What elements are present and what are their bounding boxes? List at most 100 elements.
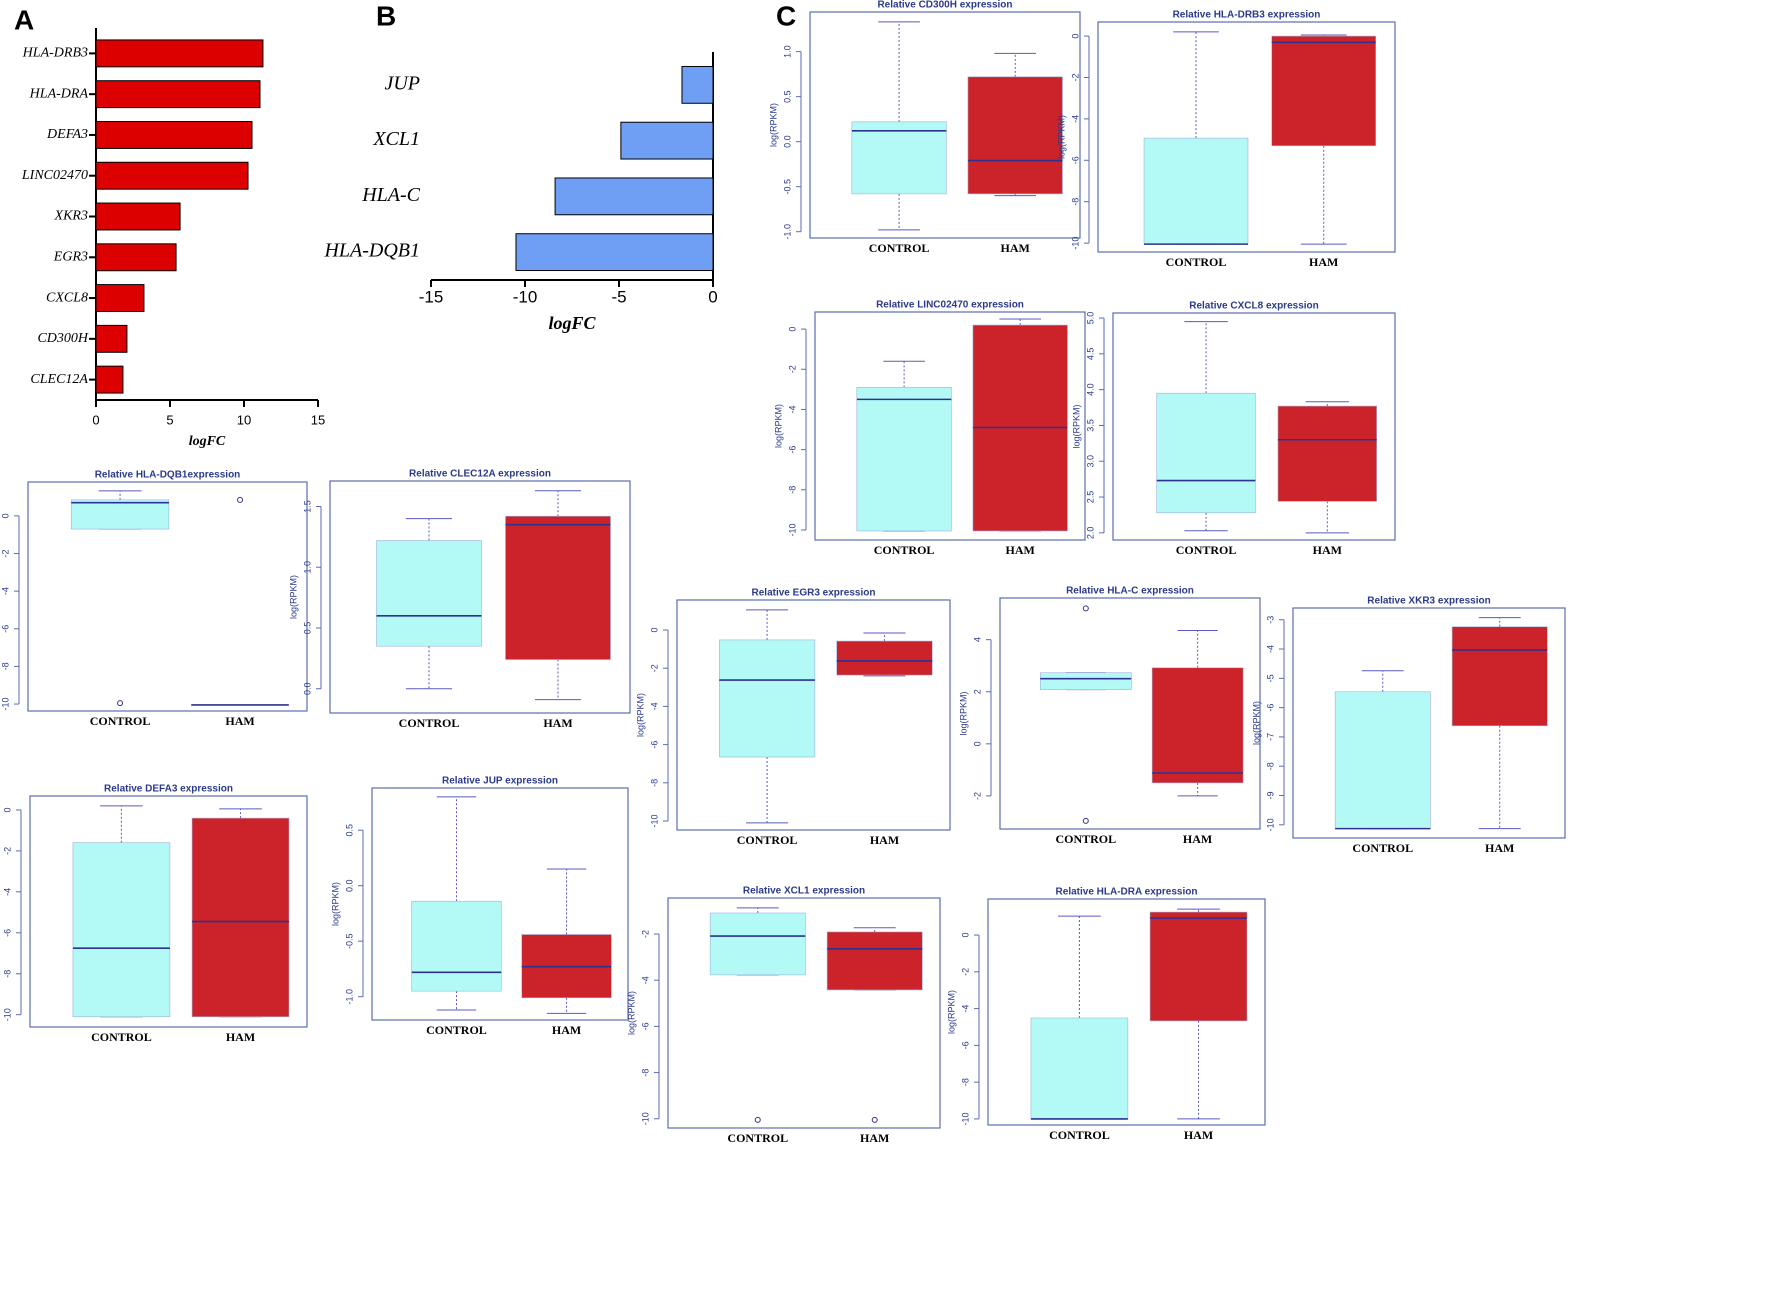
y-axis-label: log(RPKM): [330, 882, 340, 926]
box: [70, 499, 170, 530]
y-tick-label: -8: [2, 970, 12, 978]
bar: [95, 324, 128, 353]
box: [191, 817, 290, 1018]
x-tick-label: HAM: [860, 1131, 889, 1145]
y-tick-label: -4: [640, 976, 650, 984]
x-tick-label: CONTROL: [737, 833, 798, 847]
x-tick-label: 15: [311, 412, 325, 427]
y-axis-label: log(RPKM): [626, 991, 636, 1035]
chart-title: Relative CLEC12A expression: [409, 469, 551, 480]
chart-title: Relative EGR3 expression: [752, 588, 876, 599]
box: [1277, 405, 1377, 502]
y-tick-label: 0.5: [302, 622, 312, 635]
x-tick-label: HAM: [1001, 241, 1030, 255]
x-tick-label: CONTROL: [727, 1131, 788, 1145]
y-tick-label: CLEC12A: [30, 372, 88, 387]
x-tick-label: CONTROL: [90, 714, 151, 728]
y-tick-label: 4: [972, 637, 982, 642]
y-tick-label: 1.0: [782, 45, 792, 58]
box: [1151, 667, 1244, 784]
y-tick-label: HLA-C: [361, 184, 420, 206]
x-tick-label: CONTROL: [426, 1023, 487, 1037]
plot-frame: [1292, 607, 1566, 839]
y-tick-label: -4: [1265, 645, 1275, 653]
y-tick-label: 0.0: [782, 135, 792, 148]
y-tick-label: -6: [787, 446, 797, 454]
box: [1143, 137, 1249, 245]
plot-frame: [667, 897, 941, 1129]
chart-title: Relative LINC02470 expression: [876, 300, 1024, 311]
y-tick-label: 2: [972, 689, 982, 694]
box: [709, 912, 806, 976]
x-tick-label: CONTROL: [399, 716, 460, 730]
y-tick-label: 3.5: [1085, 419, 1095, 432]
box: [1156, 392, 1256, 514]
y-tick-label: -6: [1070, 156, 1080, 164]
chart-title: Relative CD300H expression: [877, 0, 1012, 11]
x-tick-label: CONTROL: [1166, 255, 1227, 269]
y-tick-label: -10: [1070, 237, 1080, 250]
y-tick-label: -2: [2, 847, 12, 855]
bar: [95, 120, 253, 149]
y-tick-label: 0.0: [302, 682, 312, 695]
plot-frame: [987, 898, 1266, 1126]
x-axis-label: logFC: [548, 313, 596, 333]
y-tick-label: -3: [1265, 616, 1275, 624]
y-axis-label: log(RPKM): [1251, 701, 1261, 745]
y-tick-label: 0: [960, 933, 970, 938]
y-axis-label: log(RPKM): [1071, 404, 1081, 448]
y-tick-label: LINC02470: [21, 168, 88, 183]
y-tick-label: -8: [787, 486, 797, 494]
x-tick-label: 10: [237, 412, 251, 427]
y-tick-label: 0: [649, 627, 659, 632]
x-tick-label: 5: [166, 412, 173, 427]
x-tick-label: CONTROL: [1049, 1128, 1110, 1142]
bar: [95, 284, 145, 313]
x-tick-label: HAM: [225, 714, 254, 728]
y-tick-label: -6: [0, 625, 10, 633]
y-tick-label: XCL1: [372, 128, 420, 150]
y-tick-label: -0.5: [344, 933, 354, 949]
x-tick-label: CONTROL: [1055, 832, 1116, 846]
chart-title: Relative HLA-DRB3 expression: [1173, 10, 1321, 21]
y-tick-label: 0: [2, 807, 12, 812]
y-tick-label: -6: [649, 741, 659, 749]
box: [1149, 911, 1248, 1022]
y-tick-label: -2: [972, 792, 982, 800]
y-tick-label: -2: [649, 664, 659, 672]
x-tick-label: 0: [708, 287, 717, 306]
chart-title: Relative JUP expression: [442, 776, 558, 787]
y-tick-label: -7: [1265, 733, 1275, 741]
y-tick-label: 2.5: [1085, 491, 1095, 504]
y-axis-label: log(RPKM): [773, 404, 783, 448]
outlier: [1082, 605, 1089, 612]
y-tick-label: 1.0: [302, 561, 312, 574]
bar: [95, 80, 261, 109]
bar: [95, 365, 124, 394]
x-tick-label: HAM: [1183, 832, 1212, 846]
plot-frame: [1112, 312, 1396, 541]
bar: [554, 177, 714, 216]
plot-frame: [676, 599, 951, 831]
y-tick-label: -10: [640, 1112, 650, 1125]
y-tick-label: 0.0: [344, 879, 354, 892]
y-tick-label: -1.0: [782, 224, 792, 240]
y-tick-label: CD300H: [37, 331, 88, 346]
x-tick-label: HAM: [226, 1030, 255, 1044]
chart-title: Relative HLA-C expression: [1066, 586, 1194, 597]
y-tick-label: -2: [640, 930, 650, 938]
x-tick-label: HAM: [1006, 543, 1035, 557]
x-tick-label: CONTROL: [869, 241, 930, 255]
box: [411, 900, 502, 992]
y-axis-label: log(RPKM): [635, 693, 645, 737]
y-tick-label: HLA-DQB1: [323, 240, 420, 262]
box: [967, 76, 1063, 195]
plot-frame: [27, 481, 308, 712]
y-tick-label: -10: [0, 698, 10, 711]
y-tick-label: -4: [649, 702, 659, 710]
bar: [95, 39, 264, 68]
panel-label: A: [14, 4, 34, 35]
y-tick-label: 1.5: [302, 500, 312, 513]
x-tick-label: HAM: [543, 716, 572, 730]
